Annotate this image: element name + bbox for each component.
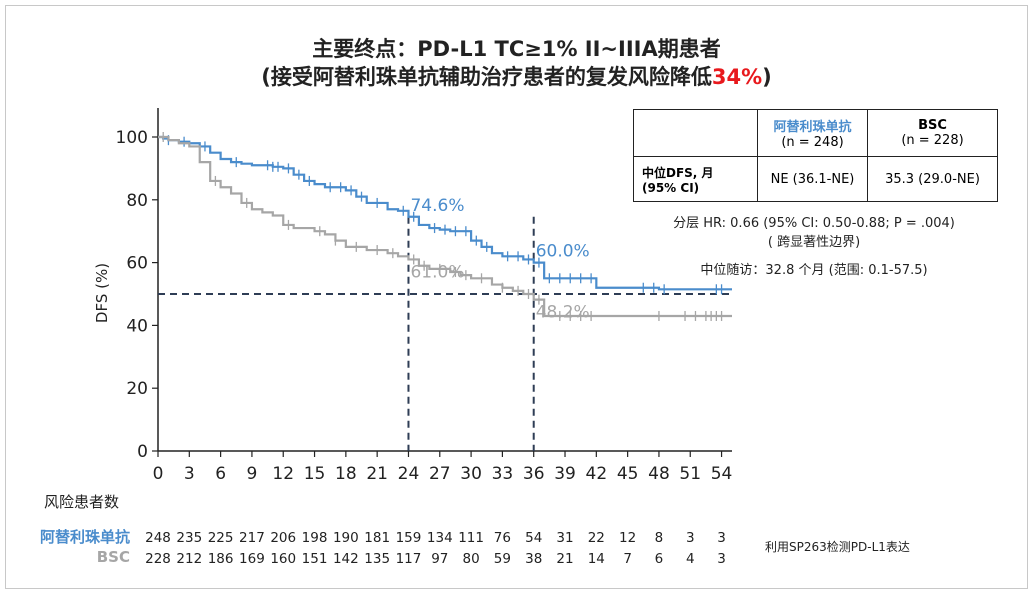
stats-header-bsc-n: (n = 228)	[901, 133, 964, 148]
risk-count: 225	[208, 530, 234, 546]
x-tick-label: 30	[460, 464, 482, 484]
risk-count: 22	[588, 530, 605, 546]
title-line-2-suffix: )	[762, 65, 772, 89]
x-tick-label: 51	[679, 464, 701, 484]
risk-count: 181	[364, 530, 390, 546]
x-tick-label: 24	[398, 464, 420, 484]
x-tick-label: 6	[215, 464, 226, 484]
y-tick-label: 20	[126, 379, 148, 399]
stats-header-bsc: BSC (n = 228)	[867, 109, 998, 157]
risk-count: 134	[427, 530, 453, 546]
risk-count: 80	[462, 551, 479, 567]
risk-count: 212	[176, 551, 202, 567]
risk-count: 190	[333, 530, 359, 546]
risk-count: 3	[717, 530, 726, 546]
stats-row-label: 中位DFS, 月 (95% CI)	[633, 156, 758, 202]
risk-count: 12	[619, 530, 636, 546]
risk-count: 59	[494, 551, 511, 567]
risk-count: 7	[623, 551, 632, 567]
followup-note: 中位随访：32.8 个月 (范围: 0.1-57.5)	[700, 263, 928, 278]
risk-count: 235	[176, 530, 202, 546]
landmark-label: 61.0%	[410, 262, 464, 282]
stats-bsc-value: 35.3 (29.0-NE)	[867, 156, 998, 202]
risk-count: 159	[396, 530, 422, 546]
landmark-label: 60.0%	[536, 242, 590, 262]
stats-row-label-1: 中位DFS, 月	[642, 165, 714, 180]
x-tick-label: 3	[184, 464, 195, 484]
hr-note-line-2: ( 跨显著性边界)	[767, 235, 861, 250]
risk-row-label-atezolizumab: 阿替利珠单抗	[39, 528, 130, 546]
title-accent-value: 34%	[711, 65, 763, 89]
risk-count: 248	[145, 530, 171, 546]
risk-count: 76	[494, 530, 511, 546]
x-tick-label: 18	[335, 464, 357, 484]
title-line-2: (接受阿替利珠单抗辅助治疗患者的复发风险降低34%)	[0, 61, 1033, 91]
x-tick-label: 21	[366, 464, 388, 484]
x-tick-label: 42	[586, 464, 608, 484]
stats-header-atezolizumab-n: (n = 248)	[781, 135, 844, 150]
risk-row-label-bsc: BSC	[96, 548, 130, 566]
risk-count: 198	[302, 530, 328, 546]
risk-count: 151	[302, 551, 328, 567]
x-tick-label: 0	[153, 464, 164, 484]
risk-count: 186	[208, 551, 234, 567]
y-tick-label: 40	[126, 316, 148, 336]
y-tick-label: 0	[137, 442, 148, 462]
risk-count: 14	[588, 551, 605, 567]
x-tick-label: 15	[304, 464, 326, 484]
sp263-note: 利用SP263检测PD-L1表达	[765, 540, 910, 554]
x-tick-label: 36	[523, 464, 545, 484]
risk-count: 8	[655, 530, 664, 546]
stats-atezolizumab-value: NE (36.1-NE)	[757, 156, 868, 202]
risk-count: 31	[556, 530, 573, 546]
hr-note-line-1: 分层 HR: 0.66 (95% CI: 0.50-0.88; P = .004…	[673, 216, 955, 231]
risk-count: 54	[525, 530, 542, 546]
x-tick-label: 27	[429, 464, 451, 484]
bsc-curve	[158, 135, 732, 318]
landmark-label: 48.2%	[536, 303, 590, 323]
landmark-label: 74.6%	[410, 196, 464, 216]
x-tick-label: 54	[711, 464, 733, 484]
x-tick-label: 12	[272, 464, 294, 484]
risk-count: 38	[525, 551, 542, 567]
risk-count: 97	[431, 551, 448, 567]
x-tick-label: 45	[617, 464, 639, 484]
title-line-2-prefix: (接受阿替利珠单抗辅助治疗患者的复发风险降低	[261, 65, 712, 89]
risk-count: 6	[655, 551, 664, 567]
stats-header-atezolizumab: 阿替利珠单抗 (n = 248)	[757, 109, 868, 157]
stats-empty-cell	[633, 109, 758, 157]
risk-count: 117	[396, 551, 422, 567]
x-tick-label: 9	[247, 464, 258, 484]
y-tick-label: 100	[116, 128, 148, 148]
risk-count: 21	[556, 551, 573, 567]
risk-count: 160	[270, 551, 296, 567]
stats-row-label-2: (95% CI)	[642, 180, 700, 195]
risk-count: 142	[333, 551, 359, 567]
stats-header-atezolizumab-name: 阿替利珠单抗	[773, 120, 852, 135]
title-line-1: 主要终点：PD-L1 TC≥1% II~IIIA期患者	[312, 37, 721, 61]
risk-count: 228	[145, 551, 171, 567]
risk-count: 3	[686, 530, 695, 546]
x-tick-label: 33	[492, 464, 514, 484]
stats-table: 阿替利珠单抗 (n = 248) BSC (n = 228) 中位DFS, 月 (95…	[633, 109, 998, 202]
y-tick-label: 60	[126, 254, 148, 274]
risk-count: 206	[270, 530, 296, 546]
x-tick-label: 48	[648, 464, 670, 484]
risk-count: 111	[458, 530, 484, 546]
risk-count: 217	[239, 530, 265, 546]
risk-count: 3	[717, 551, 726, 567]
risk-table-title: 风险患者数	[44, 493, 120, 511]
stats-header-bsc-name: BSC	[918, 118, 947, 133]
y-tick-label: 80	[126, 191, 148, 211]
risk-count: 4	[686, 551, 695, 567]
x-tick-label: 39	[554, 464, 576, 484]
slide-frame	[5, 5, 1028, 589]
risk-count: 135	[364, 551, 390, 567]
risk-count: 169	[239, 551, 265, 567]
